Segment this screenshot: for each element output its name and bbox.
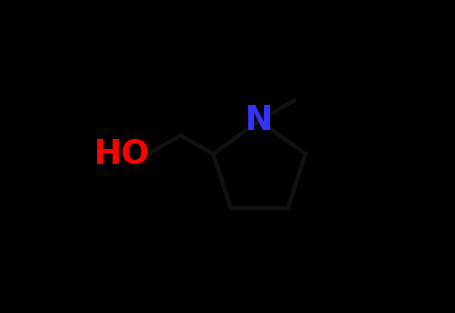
Text: HO: HO (93, 137, 149, 171)
Text: N: N (245, 104, 273, 137)
